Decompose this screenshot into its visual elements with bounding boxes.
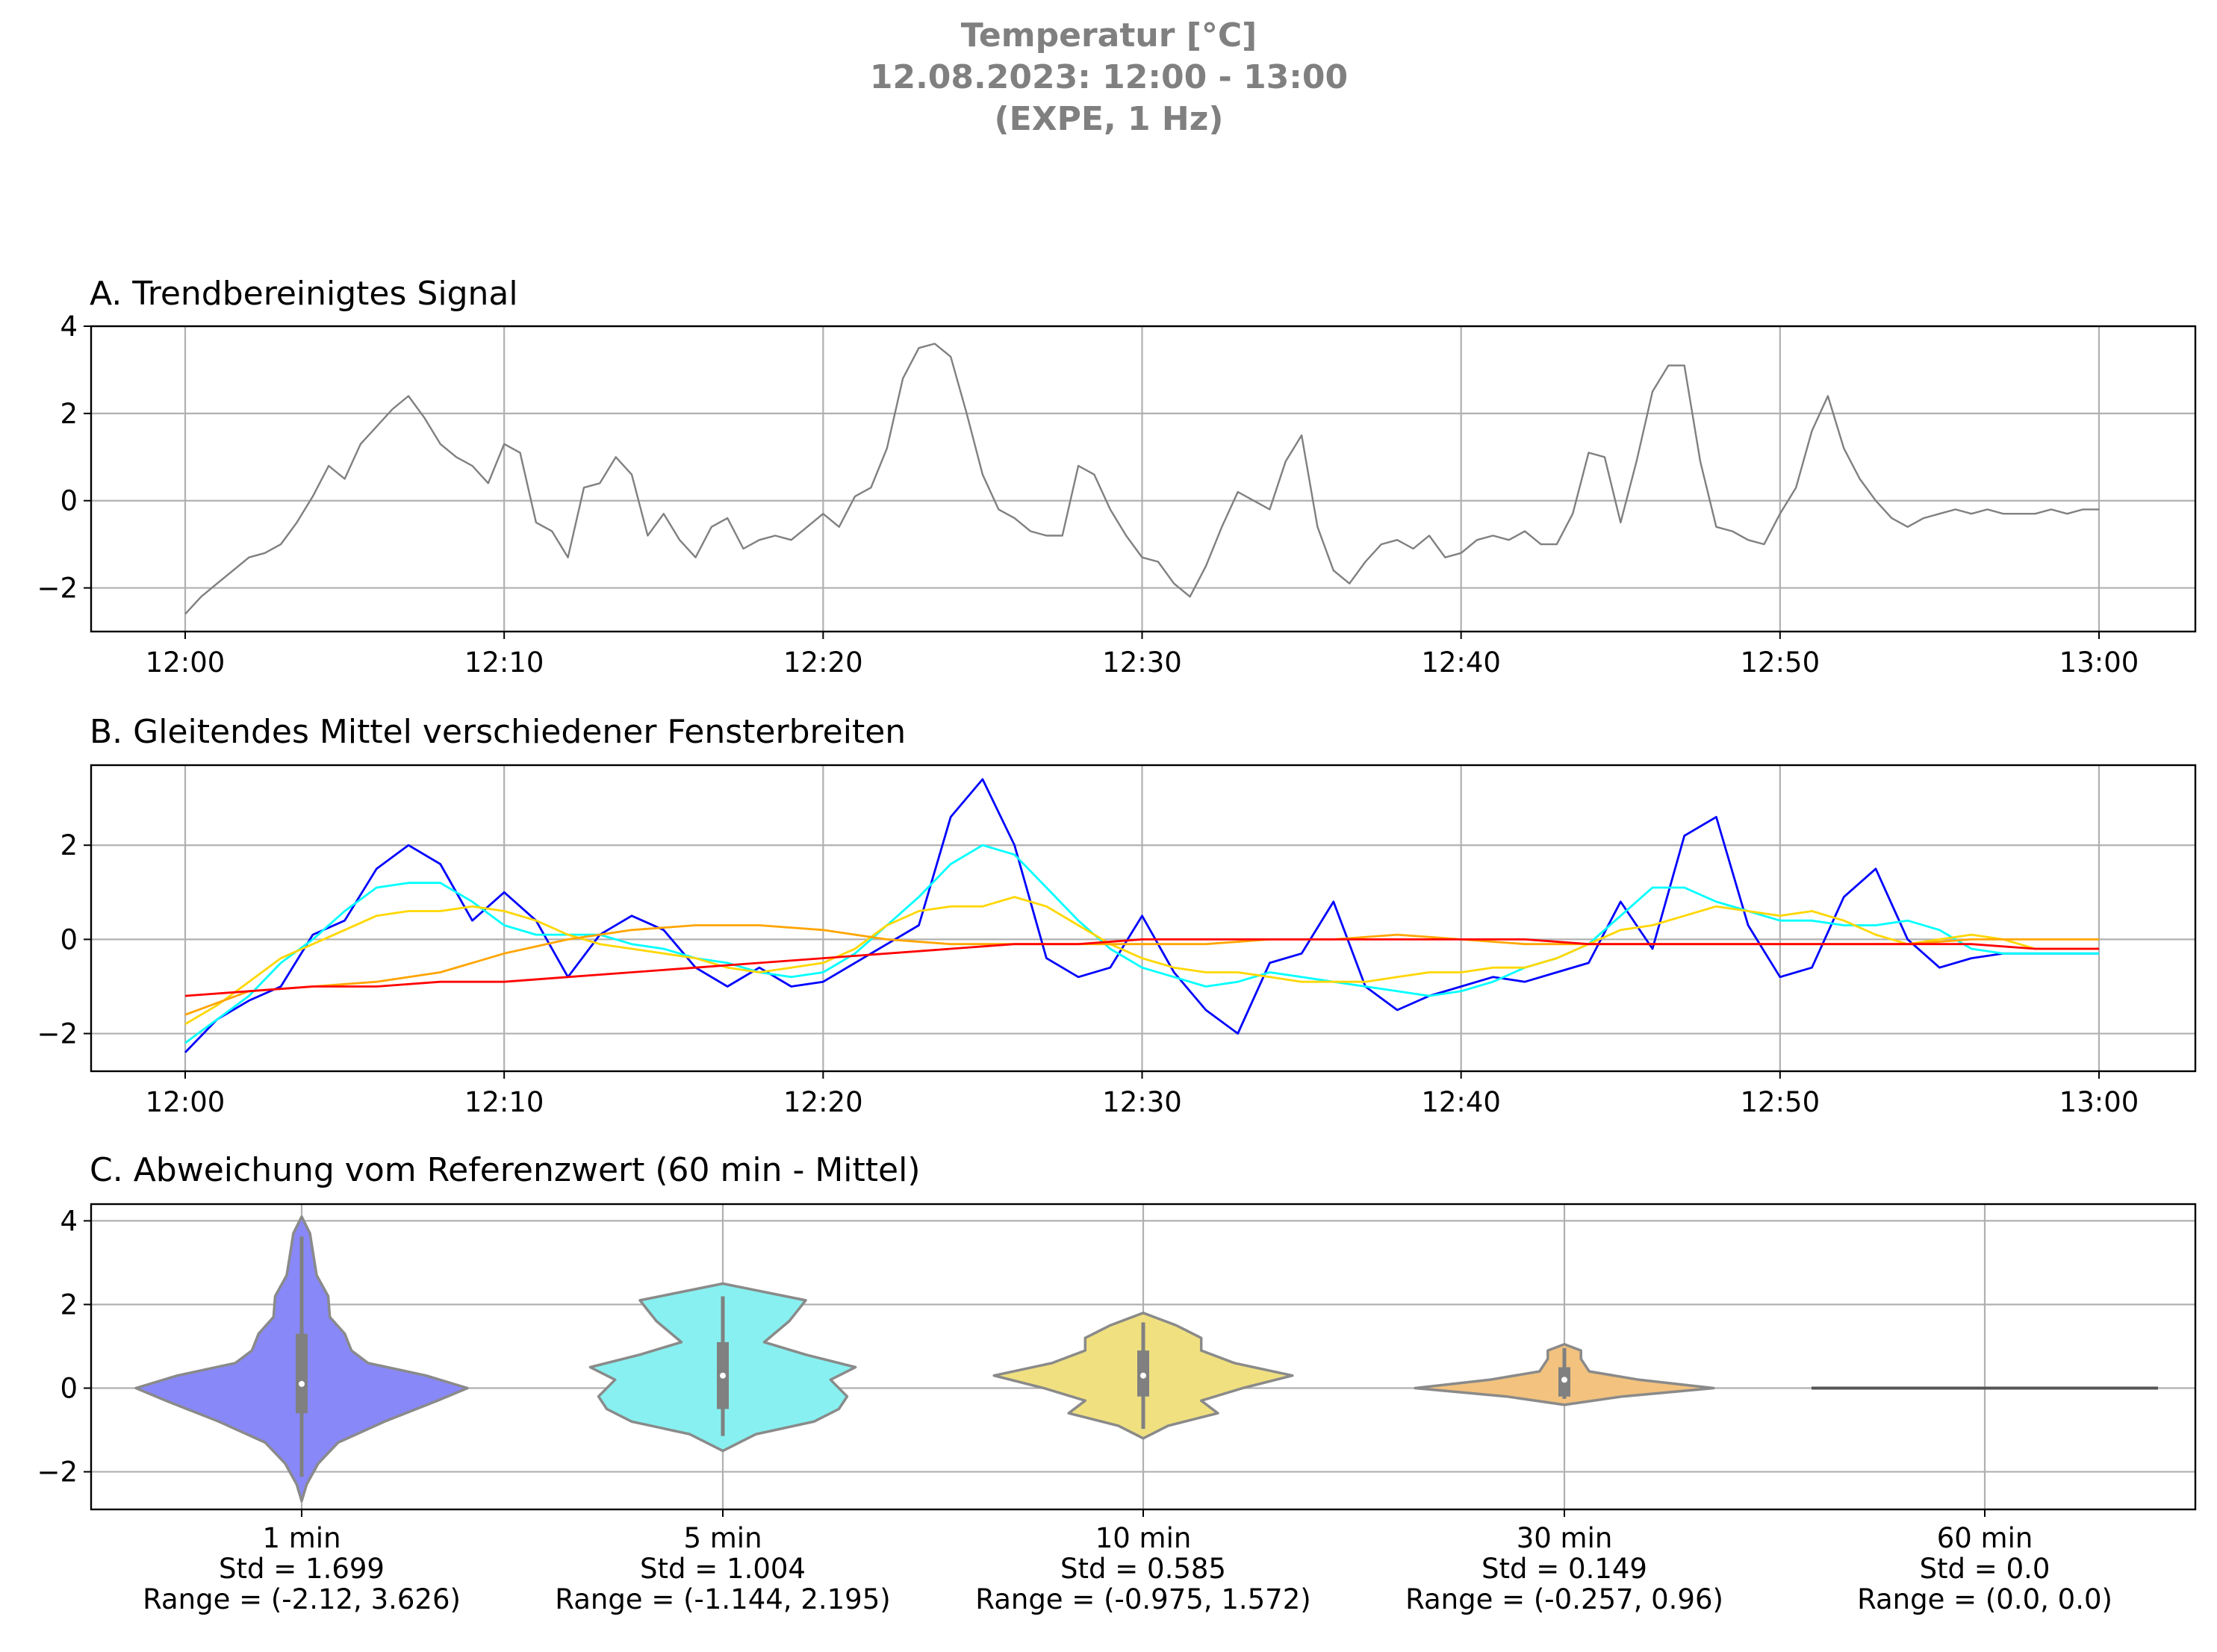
violin-label-line: 60 min [1937,1522,2033,1554]
panel-c-ytick-label: 4 [60,1205,78,1237]
panel-c-ytick-label: −2 [37,1456,78,1489]
panel-b-series-line-4 [184,938,2099,997]
panel-a-ytick-label: −2 [37,573,78,605]
panel-a-xtick-label: 12:50 [1741,646,1820,679]
violin-label-line: 5 min [683,1522,762,1554]
panel-b-title: B. Gleitendes Mittel verschiedener Fenst… [90,713,906,751]
suptitle-line-2: 12.08.2023: 12:00 - 13:00 [870,58,1348,96]
panel-a-ytick-label: 0 [60,485,78,517]
violin-label-line: Range = (-1.144, 2.195) [555,1583,890,1615]
panel-b-series-line-1 [184,844,2099,1044]
violin-label-line: 10 min [1095,1522,1192,1554]
panel-c-title: C. Abweichung vom Referenzwert (60 min -… [90,1151,920,1189]
panel-b-xtick-label: 12:00 [146,1086,226,1118]
violin-label-line: Range = (-0.257, 0.96) [1405,1583,1723,1615]
violin-label-line: Std = 1.699 [219,1553,385,1585]
panel-a-title: A. Trendbereinigtes Signal [90,275,518,313]
panel-a-ytick-label: 4 [60,311,78,343]
panel-a-xtick-label: 12:10 [464,646,544,679]
panel-c-ytick-label: 2 [60,1288,78,1321]
panel-b-ytick-label: −2 [37,1018,78,1050]
violin-median-dot [1561,1377,1567,1383]
panel-a-xtick-label: 12:20 [783,646,863,679]
violin-label-line: Std = 0.149 [1481,1553,1647,1585]
panel-c-frame [90,1203,2197,1511]
panel-a-frame [90,325,2197,633]
panel-b-xtick-label: 13:00 [2059,1086,2139,1118]
panel-b-xtick-label: 12:10 [464,1086,544,1118]
violin-label-line: 30 min [1517,1522,1613,1554]
violin-label-line: Range = (-2.12, 3.626) [143,1583,461,1615]
suptitle-line-1: Temperatur [°C] [961,16,1257,54]
panel-b-xtick-label: 12:40 [1421,1086,1501,1118]
panel-b-series-line-2 [184,896,2099,1026]
violin-label-line: Std = 1.004 [640,1553,806,1585]
panel-a-series-line-0 [184,343,2099,615]
panel-a-ytick-label: 2 [60,398,78,430]
violin-label-line: Range = (-0.975, 1.572) [975,1583,1310,1615]
panel-c-ytick-label: 0 [60,1373,78,1405]
panel-b-plot: 12:00 12:10 12:20 12:30 12:40 12:50 13:00 −2 0 2 [37,764,2197,1118]
violin-median-dot [299,1380,305,1387]
panel-a-xtick-label: 12:30 [1102,646,1182,679]
panel-b-ytick-label: 0 [60,923,78,956]
panel-b-frame [90,764,2197,1073]
panel-b-ytick-label: 2 [60,829,78,861]
panel-b-xtick-label: 12:50 [1741,1086,1820,1118]
panel-a-xtick-label: 13:00 [2059,646,2139,679]
panel-a-xtick-label: 12:00 [146,646,226,679]
panel-b-xtick-label: 12:20 [783,1086,863,1118]
suptitle-line-3: (EXPE, 1 Hz) [995,100,1224,138]
panel-a-plot: 12:00 12:10 12:20 12:30 12:40 12:50 13:00 −2 0 2 4 [37,311,2197,679]
violin-label-line: Range = (0.0, 0.0) [1857,1583,2112,1615]
panel-a-xtick-label: 12:40 [1421,646,1501,679]
violin-median-dot [1140,1372,1146,1379]
violin-median-dot [720,1372,726,1379]
violin-label-line: Std = 0.585 [1060,1553,1226,1585]
panel-b-series-line-0 [184,778,2099,1053]
panel-b-xtick-label: 12:30 [1102,1086,1182,1118]
violin-label-line: Std = 0.0 [1920,1553,2050,1585]
violin-label-line: 1 min [262,1522,341,1554]
